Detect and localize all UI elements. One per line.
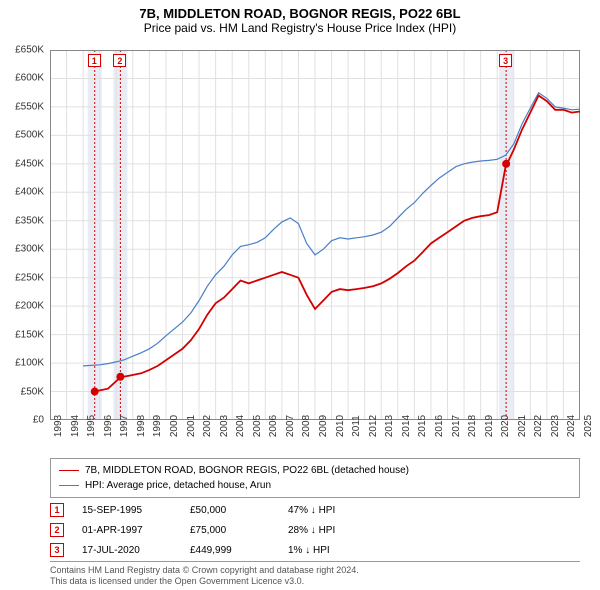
event-date: 01-APR-1997 — [82, 525, 172, 536]
x-tick-label: 2006 — [268, 415, 279, 437]
y-tick-label: £350K — [15, 215, 44, 226]
legend-box: 7B, MIDDLETON ROAD, BOGNOR REGIS, PO22 6… — [50, 458, 580, 498]
y-tick-label: £550K — [15, 101, 44, 112]
x-axis-labels: 1993199419951996199719981999200020012002… — [50, 424, 580, 454]
x-tick-label: 2001 — [186, 415, 197, 437]
legend-swatch-price — [59, 470, 79, 471]
y-tick-label: £650K — [15, 45, 44, 56]
x-tick-label: 1998 — [136, 415, 147, 437]
x-tick-label: 2000 — [169, 415, 180, 437]
x-tick-label: 2004 — [235, 415, 246, 437]
y-tick-label: £250K — [15, 272, 44, 283]
x-tick-label: 2003 — [219, 415, 230, 437]
event-hpi: 47% ↓ HPI — [288, 505, 335, 516]
event-marker-box: 3 — [50, 543, 64, 557]
x-tick-label: 1997 — [119, 415, 130, 437]
y-tick-label: £400K — [15, 187, 44, 198]
y-tick-label: £200K — [15, 301, 44, 312]
footer: Contains HM Land Registry data © Crown c… — [50, 561, 580, 588]
event-table: 1 15-SEP-1995 £50,000 47% ↓ HPI 2 01-APR-1997… — [50, 500, 580, 560]
x-tick-label: 1994 — [70, 415, 81, 437]
y-tick-label: £450K — [15, 158, 44, 169]
x-tick-label: 2017 — [451, 415, 462, 437]
footer-line-2: This data is licensed under the Open Gov… — [50, 576, 580, 588]
x-tick-label: 2016 — [434, 415, 445, 437]
x-tick-label: 1999 — [152, 415, 163, 437]
x-tick-label: 2013 — [384, 415, 395, 437]
y-tick-label: £0 — [33, 415, 44, 426]
x-tick-label: 2022 — [533, 415, 544, 437]
x-tick-label: 1996 — [103, 415, 114, 437]
x-tick-label: 2024 — [566, 415, 577, 437]
x-tick-label: 2019 — [484, 415, 495, 437]
y-tick-label: £100K — [15, 358, 44, 369]
x-tick-label: 2015 — [417, 415, 428, 437]
x-tick-label: 1995 — [86, 415, 97, 437]
x-tick-label: 2020 — [500, 415, 511, 437]
event-hpi: 28% ↓ HPI — [288, 525, 335, 536]
x-tick-label: 2010 — [335, 415, 346, 437]
y-tick-label: £500K — [15, 130, 44, 141]
chart-container: 7B, MIDDLETON ROAD, BOGNOR REGIS, PO22 6… — [0, 0, 600, 590]
x-tick-label: 2021 — [517, 415, 528, 437]
event-row: 2 01-APR-1997 £75,000 28% ↓ HPI — [50, 520, 580, 540]
x-tick-label: 2009 — [318, 415, 329, 437]
chart-event-marker: 1 — [88, 54, 101, 67]
y-tick-label: £50K — [21, 386, 44, 397]
legend-row-hpi: HPI: Average price, detached house, Arun — [59, 478, 571, 493]
x-tick-label: 2007 — [285, 415, 296, 437]
y-axis-labels: £0£50K£100K£150K£200K£250K£300K£350K£400… — [0, 50, 48, 420]
event-row: 1 15-SEP-1995 £50,000 47% ↓ HPI — [50, 500, 580, 520]
event-price: £50,000 — [190, 505, 270, 516]
chart-svg — [50, 50, 580, 420]
chart-title: 7B, MIDDLETON ROAD, BOGNOR REGIS, PO22 6… — [0, 0, 600, 21]
chart-event-marker: 3 — [499, 54, 512, 67]
x-tick-label: 2012 — [368, 415, 379, 437]
x-tick-label: 2025 — [583, 415, 594, 437]
x-tick-label: 2005 — [252, 415, 263, 437]
chart-plot-area: 12 3 — [50, 50, 580, 420]
event-marker-box: 2 — [50, 523, 64, 537]
chart-event-marker: 2 — [113, 54, 126, 67]
x-tick-label: 1993 — [53, 415, 64, 437]
footer-line-1: Contains HM Land Registry data © Crown c… — [50, 565, 580, 577]
y-tick-label: £600K — [15, 73, 44, 84]
x-tick-label: 2023 — [550, 415, 561, 437]
y-tick-label: £150K — [15, 329, 44, 340]
event-hpi: 1% ↓ HPI — [288, 545, 330, 556]
event-price: £449,999 — [190, 545, 270, 556]
legend-row-price: 7B, MIDDLETON ROAD, BOGNOR REGIS, PO22 6… — [59, 463, 571, 478]
x-tick-label: 2008 — [301, 415, 312, 437]
event-date: 17-JUL-2020 — [82, 545, 172, 556]
legend-swatch-hpi — [59, 485, 79, 486]
chart-subtitle: Price paid vs. HM Land Registry's House … — [0, 21, 600, 39]
x-tick-label: 2018 — [467, 415, 478, 437]
legend-label-price: 7B, MIDDLETON ROAD, BOGNOR REGIS, PO22 6… — [85, 463, 409, 478]
event-row: 3 17-JUL-2020 £449,999 1% ↓ HPI — [50, 540, 580, 560]
event-marker-box: 1 — [50, 503, 64, 517]
y-tick-label: £300K — [15, 244, 44, 255]
event-price: £75,000 — [190, 525, 270, 536]
event-date: 15-SEP-1995 — [82, 505, 172, 516]
x-tick-label: 2002 — [202, 415, 213, 437]
x-tick-label: 2011 — [351, 415, 362, 437]
x-tick-label: 2014 — [401, 415, 412, 437]
legend-label-hpi: HPI: Average price, detached house, Arun — [85, 478, 271, 493]
